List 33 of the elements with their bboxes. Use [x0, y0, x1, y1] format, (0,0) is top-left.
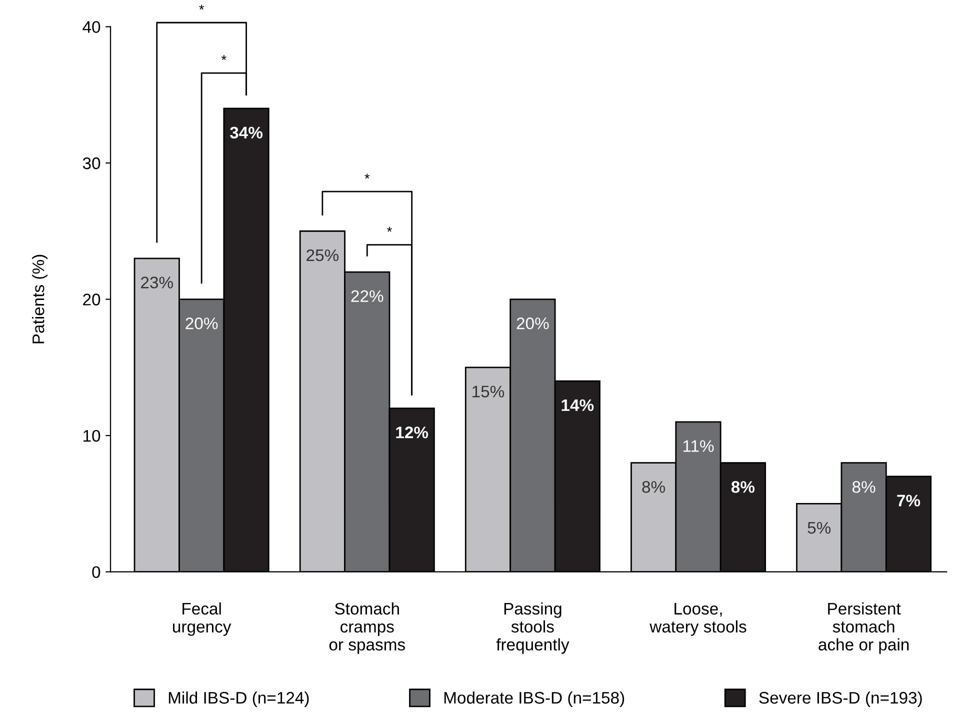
y-tick-label: 40	[82, 21, 100, 33]
x-tick-label: Passing stools frequently	[496, 602, 570, 654]
data-label: 22%	[351, 290, 384, 302]
legend-label: Mild IBS-D (n=124)	[168, 691, 309, 707]
data-label: 8%	[852, 481, 876, 493]
data-label: 8%	[642, 481, 665, 493]
y-tick-label: 20	[83, 294, 100, 306]
data-label: 11%	[683, 440, 714, 452]
x-tick-label: Fecal urgency	[173, 602, 232, 636]
annotation: *	[364, 174, 370, 179]
data-label: 14%	[562, 399, 594, 412]
data-label: 25%	[306, 249, 339, 262]
y-tick-label: 0	[92, 566, 100, 578]
data-label: 23%	[141, 276, 173, 288]
data-label: 8%	[731, 481, 755, 493]
legend-label: Moderate IBS-D (n=158)	[444, 691, 624, 707]
data-label: 15%	[472, 386, 504, 398]
data-label: 20%	[516, 318, 549, 330]
data-label: 34%	[230, 126, 263, 139]
x-tick-label: Loose, watery stools	[650, 602, 746, 636]
x-tick-label: Stomach cramps or spasms	[329, 602, 405, 654]
data-label: 12%	[396, 426, 428, 438]
data-label: 7%	[897, 494, 920, 506]
y-tick-label: 10	[84, 430, 100, 442]
y-axis-title: Patients (%)	[32, 254, 48, 344]
y-tick-label: 30	[82, 157, 100, 170]
annotation: *	[387, 226, 392, 232]
data-label: 5%	[808, 522, 831, 534]
x-tick-label: Persistent stomach ache or pain	[818, 602, 909, 654]
text: *	[199, 4, 204, 10]
annotation: *	[221, 55, 226, 60]
data-label: 20%	[186, 318, 218, 330]
legend-label: Severe IBS-D (n=193)	[759, 691, 922, 707]
